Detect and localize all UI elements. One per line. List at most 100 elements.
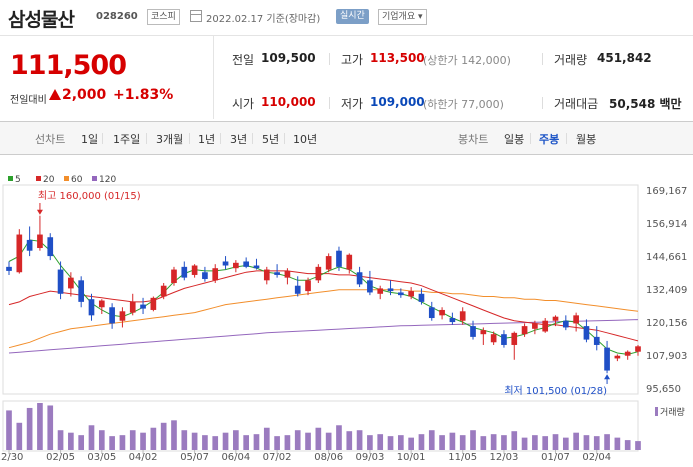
chart-period-tabs: 선차트 1일 1주일 3개월 1년 3년 5년 10년 봉차트 일봉 주봉 월봉 bbox=[0, 121, 693, 155]
volume-bar bbox=[367, 435, 373, 450]
candle-body bbox=[387, 288, 394, 292]
legend-label: 20 bbox=[43, 175, 55, 185]
volume-bar bbox=[109, 436, 115, 450]
candle-body bbox=[583, 326, 590, 340]
candle-body bbox=[233, 262, 239, 269]
candle-body bbox=[294, 285, 301, 294]
tab-10y[interactable]: 10년 bbox=[293, 133, 318, 146]
volume-bar bbox=[222, 432, 229, 450]
volume-bar bbox=[346, 431, 353, 450]
candle-body bbox=[614, 355, 621, 359]
candle-body bbox=[222, 261, 229, 266]
upper-limit: (상한가 142,000) bbox=[423, 54, 511, 67]
volume-bar bbox=[635, 441, 641, 450]
divider bbox=[530, 133, 531, 144]
candle-body bbox=[26, 239, 33, 251]
stock-chart[interactable]: 5 20 60 120 169,167 156,914 144,661 132,409 120,… bbox=[0, 170, 693, 467]
volume-bar bbox=[501, 435, 507, 450]
stock-code: 028260 bbox=[96, 11, 138, 22]
candle-body bbox=[377, 288, 384, 294]
volume-bar bbox=[614, 437, 621, 450]
y-tick-label: 156,914 bbox=[646, 219, 687, 230]
volume-bar bbox=[263, 427, 270, 450]
volume-bar bbox=[325, 432, 332, 450]
tab-1d[interactable]: 1일 bbox=[81, 133, 99, 146]
volume-bar bbox=[418, 434, 425, 450]
divider bbox=[189, 133, 190, 144]
volume-bar bbox=[305, 432, 311, 450]
candle-body bbox=[398, 292, 404, 296]
x-tick-label: 08/06 bbox=[314, 452, 343, 463]
candle-body bbox=[470, 326, 476, 337]
lower-limit: (하한가 77,000) bbox=[423, 98, 504, 111]
change-amount: 2,000 bbox=[62, 87, 107, 103]
candle-body bbox=[325, 256, 332, 270]
candle-body bbox=[202, 272, 208, 279]
line-chart-label: 선차트 bbox=[35, 133, 66, 146]
x-tick-label: 05/07 bbox=[180, 452, 209, 463]
candle-body bbox=[624, 351, 631, 356]
x-tick-label: 02/05 bbox=[46, 452, 75, 463]
divider bbox=[102, 133, 103, 144]
volume-bar bbox=[604, 434, 610, 450]
candle-body bbox=[501, 334, 507, 345]
volume-bar bbox=[181, 430, 188, 450]
volume-area bbox=[2, 400, 639, 452]
market-badge: 코스피 bbox=[147, 9, 180, 25]
tab-3y[interactable]: 3년 bbox=[230, 133, 248, 146]
current-price: 111,500 bbox=[10, 50, 127, 81]
volume-bar bbox=[593, 436, 600, 450]
volume-bar bbox=[459, 435, 466, 450]
volume-bar bbox=[408, 437, 414, 450]
candle-body bbox=[160, 285, 167, 297]
divider bbox=[566, 133, 567, 144]
volume-bar bbox=[57, 430, 64, 450]
change-label: 전일대비 bbox=[10, 95, 47, 106]
company-overview-button[interactable]: 기업개요 ▾ bbox=[378, 9, 427, 25]
open-label: 시가 bbox=[232, 97, 255, 111]
stock-name: 삼성물산 bbox=[8, 9, 75, 31]
candle-body bbox=[37, 234, 43, 249]
low-annotation: 최저 101,500 (01/28) bbox=[504, 385, 607, 397]
tab-1y[interactable]: 1년 bbox=[198, 133, 216, 146]
candle-body bbox=[449, 318, 456, 323]
volume-bar bbox=[439, 435, 445, 450]
realtime-button[interactable]: 실시간 bbox=[336, 9, 369, 24]
x-tick-label: 01/07 bbox=[541, 452, 570, 463]
candle-body bbox=[68, 277, 74, 289]
candle-body bbox=[408, 291, 414, 297]
tab-daily[interactable]: 일봉 bbox=[504, 133, 525, 146]
candle-body bbox=[336, 250, 342, 267]
tab-monthly[interactable]: 월봉 bbox=[576, 133, 597, 146]
high-arrow-head bbox=[36, 209, 43, 215]
candle-body bbox=[428, 307, 435, 319]
volume-bar bbox=[253, 434, 260, 450]
candle-body bbox=[459, 311, 466, 321]
legend-label: 60 bbox=[71, 175, 83, 185]
x-tick-label: 10/01 bbox=[397, 452, 426, 463]
volume-bar bbox=[88, 425, 95, 450]
tab-3m[interactable]: 3개월 bbox=[156, 133, 184, 146]
ma120-line bbox=[8, 319, 639, 354]
volume-bar bbox=[562, 437, 569, 450]
tab-1w[interactable]: 1주일 bbox=[113, 133, 141, 146]
candle-body bbox=[418, 293, 425, 302]
legend-label: 120 bbox=[99, 175, 116, 185]
volume-bar bbox=[243, 435, 249, 450]
volume-bar bbox=[233, 430, 239, 450]
y-tick-label: 107,903 bbox=[646, 351, 687, 362]
candle-body bbox=[98, 300, 105, 308]
prev-close-value: 109,500 bbox=[261, 51, 316, 65]
candle-body bbox=[243, 261, 249, 267]
volume-bar bbox=[398, 435, 404, 450]
candle-body bbox=[532, 323, 538, 329]
volume-bar bbox=[47, 405, 54, 450]
up-triangle-icon bbox=[49, 89, 61, 100]
tab-weekly[interactable]: 주봉 bbox=[539, 133, 560, 146]
volume-bar bbox=[78, 435, 85, 450]
volume-bar bbox=[150, 427, 157, 450]
tab-5y[interactable]: 5년 bbox=[262, 133, 280, 146]
candle-body bbox=[562, 320, 569, 328]
volume-bar bbox=[624, 440, 631, 450]
x-tick-label: 09/03 bbox=[355, 452, 384, 463]
